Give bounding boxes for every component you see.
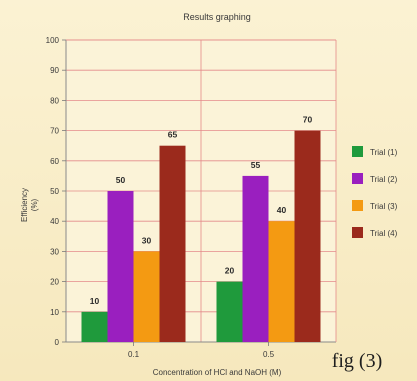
bar bbox=[81, 311, 108, 342]
y-tick-label: 60 bbox=[50, 157, 59, 166]
figure-caption: fig (3) bbox=[332, 350, 383, 372]
y-tick-label: 30 bbox=[50, 247, 59, 256]
data-labels: 10 50 30 65 20 55 40 70 bbox=[90, 115, 313, 306]
legend-label: Trial (4) bbox=[370, 229, 398, 238]
y-tick-label: 10 bbox=[50, 308, 59, 317]
x-axis-ticks: 0.1 0.5 bbox=[128, 342, 275, 359]
x-axis-label: Concentration of HCl and NaOH (M) bbox=[153, 368, 282, 377]
data-label: 10 bbox=[90, 296, 100, 306]
legend-swatch bbox=[352, 200, 363, 211]
y-axis-ticks: 0 10 20 30 40 50 60 70 80 90 100 bbox=[46, 36, 66, 347]
legend-swatch bbox=[352, 146, 363, 157]
x-tick-label: 0.1 bbox=[128, 350, 140, 359]
data-label: 65 bbox=[168, 130, 178, 140]
bar bbox=[159, 145, 186, 342]
y-tick-label: 80 bbox=[50, 96, 59, 105]
data-label: 40 bbox=[277, 205, 287, 215]
legend-label: Trial (2) bbox=[370, 175, 398, 184]
bar bbox=[242, 175, 269, 342]
data-label: 20 bbox=[225, 266, 235, 276]
bar bbox=[107, 191, 134, 342]
y-tick-label: 50 bbox=[50, 187, 59, 196]
x-tick-label: 0.5 bbox=[263, 350, 275, 359]
y-tick-label: 0 bbox=[55, 338, 60, 347]
legend-swatch bbox=[352, 173, 363, 184]
bars bbox=[81, 130, 321, 342]
bar bbox=[133, 251, 160, 342]
y-axis-label-line-1: Efficiency bbox=[20, 188, 29, 222]
y-axis-label: Efficiency (%) bbox=[20, 188, 39, 222]
y-tick-label: 70 bbox=[50, 127, 59, 136]
data-label: 70 bbox=[303, 115, 313, 125]
data-label: 55 bbox=[251, 160, 261, 170]
y-tick-label: 100 bbox=[46, 36, 60, 45]
y-axis-label-line-2: (%) bbox=[30, 198, 39, 211]
y-tick-label: 40 bbox=[50, 217, 59, 226]
bar bbox=[294, 130, 321, 342]
legend: Trial (1) Trial (2) Trial (3) Trial (4) bbox=[352, 146, 398, 238]
bar bbox=[216, 281, 243, 342]
legend-label: Trial (3) bbox=[370, 202, 398, 211]
chart-title: Results graphing bbox=[183, 12, 251, 22]
legend-label: Trial (1) bbox=[370, 148, 398, 157]
y-tick-label: 20 bbox=[50, 278, 59, 287]
bar bbox=[268, 221, 295, 342]
legend-swatch bbox=[352, 227, 363, 238]
data-label: 30 bbox=[142, 235, 152, 245]
y-tick-label: 90 bbox=[50, 66, 59, 75]
data-label: 50 bbox=[116, 175, 126, 185]
